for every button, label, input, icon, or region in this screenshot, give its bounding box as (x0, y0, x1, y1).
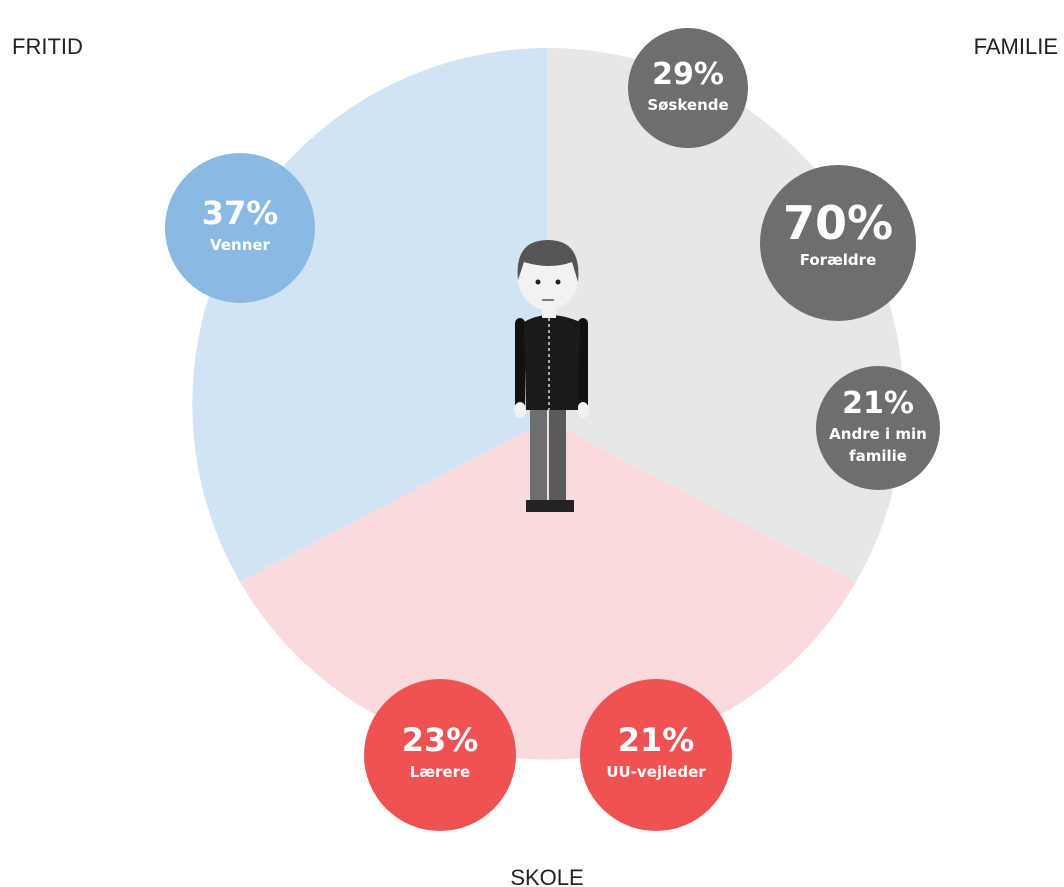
area-label: FAMILIE (974, 34, 1058, 59)
bubble (628, 28, 748, 148)
bubble-label: familie (849, 447, 907, 465)
bubble-label: Forældre (800, 251, 877, 269)
bubble-label: UU-vejleder (606, 763, 706, 781)
area-label: SKOLE (510, 865, 583, 887)
bubble-percent: 21% (618, 721, 695, 759)
bubble-percent: 37% (202, 194, 279, 232)
bubble (760, 165, 916, 321)
bubble-label: Andre i min (829, 425, 927, 443)
bubbles: 29% Søskende 70%Forældre 21% Andre i min fami… (165, 28, 940, 831)
bubble (364, 679, 516, 831)
bubble-percent: 70% (783, 196, 893, 250)
bubble (580, 679, 732, 831)
bubble-label: Søskende (647, 96, 728, 114)
bubble-percent: 23% (402, 721, 479, 759)
bubble-label: Venner (210, 236, 270, 254)
bubble-percent: 29% (652, 57, 724, 92)
person (514, 240, 589, 512)
sector-skole (240, 420, 856, 760)
bubble (165, 153, 315, 303)
area-label: FRITID (12, 34, 83, 59)
bubble-label: Lærere (410, 763, 470, 781)
bubble (816, 366, 940, 490)
bubble-percent: 21% (842, 386, 914, 421)
